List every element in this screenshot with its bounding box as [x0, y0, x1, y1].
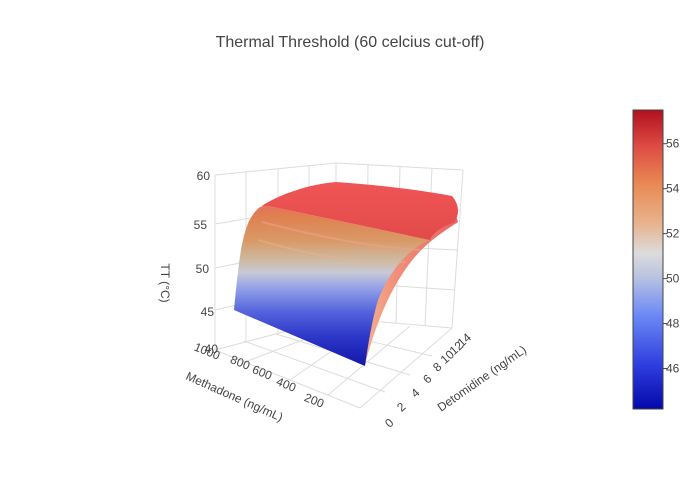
- z-axis-label: TT (°C): [158, 263, 172, 302]
- chart-title: Thermal Threshold (60 celcius cut-off): [215, 34, 485, 51]
- x-axis: 1000 800 600 400 200 Methadone (ng/mL): [184, 340, 327, 425]
- y-axis: 0 2 4 6 8 10 12 14 Detomidine (ng/mL): [382, 330, 529, 430]
- z-tick: 50: [196, 262, 210, 276]
- surface[interactable]: [234, 182, 458, 366]
- colorbar-tick: 50: [666, 272, 680, 286]
- y-tick: 0: [382, 415, 397, 430]
- y-tick: 4: [408, 385, 423, 400]
- colorbar-gradient: [632, 109, 664, 410]
- z-tick: 45: [201, 305, 215, 319]
- x-tick: 600: [250, 362, 274, 383]
- z-tick: 40: [205, 342, 219, 356]
- colorbar-tick: 52: [666, 227, 680, 241]
- colorbar-tick: 48: [666, 317, 680, 331]
- z-tick: 60: [197, 169, 211, 183]
- z-tick: 55: [194, 218, 208, 232]
- colorbar-tick: 46: [666, 362, 680, 376]
- colorbar-tick: 56: [666, 137, 680, 151]
- x-tick: 800: [228, 352, 252, 373]
- surface-top: [262, 182, 458, 240]
- colorbar-tick: 54: [666, 182, 680, 196]
- y-tick: 2: [394, 399, 409, 414]
- y-tick: 6: [420, 371, 435, 386]
- z-axis: 60 55 50 45 40 TT (°C): [158, 169, 218, 356]
- x-tick: 400: [274, 374, 298, 395]
- colorbar: 46 48 50 52 54 56: [632, 109, 680, 410]
